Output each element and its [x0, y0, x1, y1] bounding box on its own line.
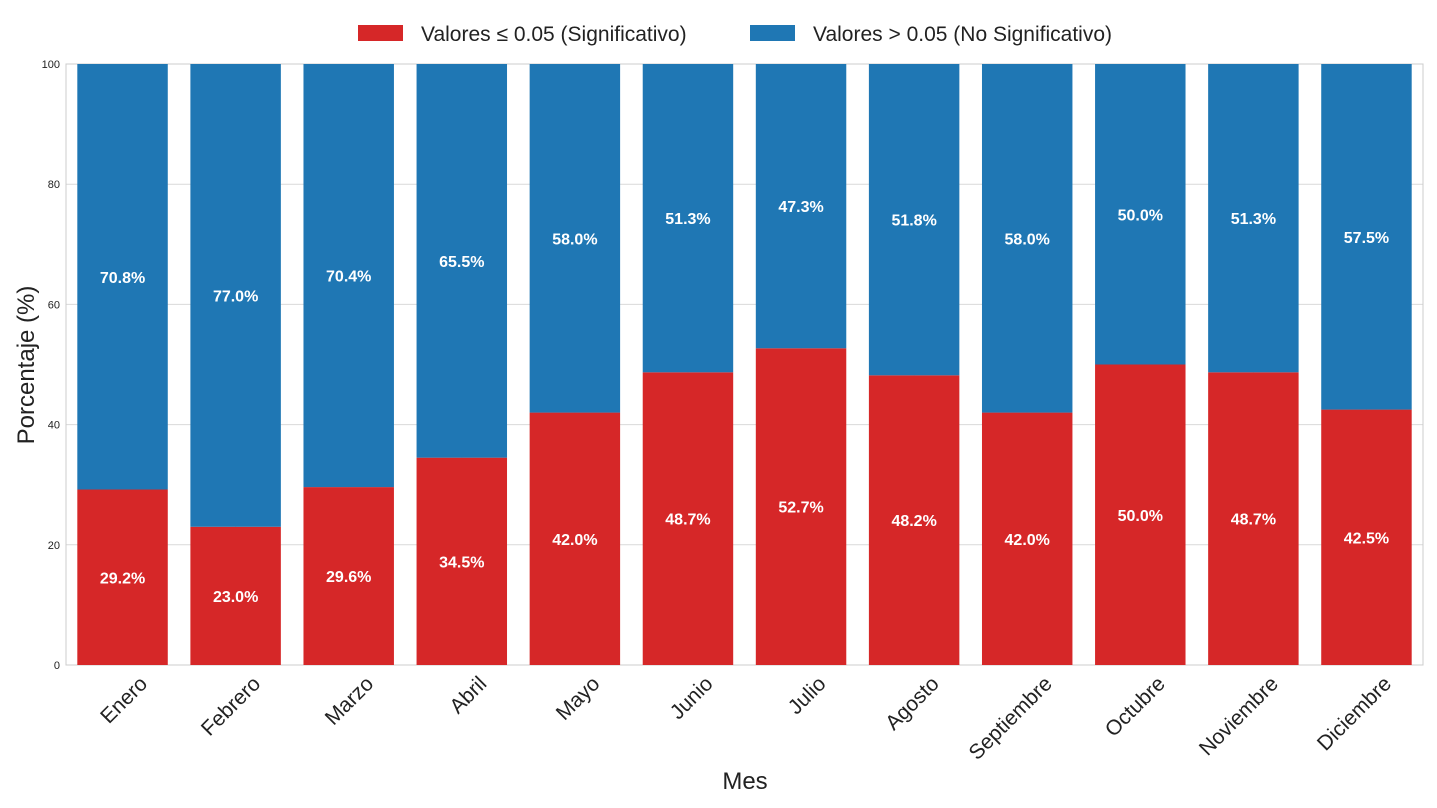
bar-significativo-agosto — [868, 375, 960, 665]
bar-no-significativo-enero — [77, 64, 168, 490]
legend-swatch-no-significativo — [750, 25, 795, 41]
y-tick-label: 40 — [48, 420, 60, 432]
bar-significativo-noviembre — [1208, 372, 1299, 665]
bar-no-significativo-diciembre — [1321, 64, 1412, 410]
bar-value-label: 77.0% — [213, 288, 258, 305]
bar-significativo-junio — [642, 372, 734, 665]
bar-value-label: 42.0% — [552, 532, 597, 549]
bar-no-significativo-julio — [755, 64, 847, 349]
bar-no-significativo-abril — [416, 64, 508, 458]
legend-swatch-significativo — [358, 25, 403, 41]
x-tick-label: Noviembre — [1195, 672, 1283, 760]
y-tick-label: 20 — [48, 540, 60, 552]
bar-significativo-septiembre — [981, 412, 1073, 665]
legend: Valores ≤ 0.05 (Significativo) Valores >… — [358, 23, 1112, 46]
bar-no-significativo-marzo — [303, 64, 394, 488]
x-tick-label: Abril — [445, 672, 491, 718]
bar-significativo-diciembre — [1321, 409, 1412, 665]
x-tick-label: Junio — [666, 672, 718, 724]
bar-value-label: 50.0% — [1118, 508, 1163, 525]
bar-value-label: 51.3% — [1231, 211, 1276, 228]
bar-no-significativo-mayo — [529, 64, 621, 413]
y-axis-ticks: 0 20 40 60 80 100 — [42, 59, 60, 672]
legend-label-significativo: Valores ≤ 0.05 (Significativo) — [421, 23, 687, 46]
bar-value-label: 42.0% — [1005, 532, 1050, 549]
x-tick-label: Enero — [96, 672, 152, 728]
y-tick-label: 60 — [48, 299, 60, 311]
bar-value-label: 70.8% — [100, 270, 145, 287]
y-tick-label: 100 — [42, 59, 60, 71]
bar-value-label: 34.5% — [439, 554, 484, 571]
bar-value-label: 58.0% — [1005, 231, 1050, 248]
x-tick-label: Septiembre — [965, 672, 1057, 764]
bar-value-label: 51.3% — [665, 211, 710, 228]
bar-value-labels: 29.2% 70.8% 23.0% 77.0% 29.6% 70.4% 34.5% 65.5%… — [100, 199, 1389, 606]
bar-no-significativo-septiembre — [981, 64, 1073, 413]
bar-value-label: 42.5% — [1344, 530, 1389, 547]
x-axis-ticks: Enero Febrero Marzo Abril Mayo Junio Julio Agos… — [96, 672, 1396, 764]
x-axis-title: Mes — [722, 768, 767, 795]
x-tick-label: Marzo — [321, 672, 379, 730]
bar-value-label: 70.4% — [326, 269, 371, 286]
bar-value-label: 48.7% — [1231, 512, 1276, 529]
bar-value-label: 57.5% — [1344, 230, 1389, 247]
x-tick-label: Mayo — [552, 672, 605, 725]
bar-value-label: 48.7% — [665, 512, 710, 529]
x-tick-label: Diciembre — [1313, 672, 1396, 755]
legend-label-no-significativo: Valores > 0.05 (No Significativo) — [813, 23, 1112, 46]
bar-value-label: 47.3% — [778, 199, 823, 216]
bar-value-label: 50.0% — [1118, 207, 1163, 224]
bar-significativo-mayo — [529, 412, 621, 665]
bar-significativo-febrero — [190, 526, 281, 665]
bar-value-label: 52.7% — [778, 500, 823, 517]
y-tick-label: 0 — [54, 660, 60, 672]
y-axis-title: Porcentaje (%) — [13, 286, 40, 445]
bar-significativo-julio — [755, 348, 847, 665]
bar-value-label: 29.6% — [326, 569, 371, 586]
plot-area-frame — [65, 63, 1424, 666]
x-tick-label: Octubre — [1101, 672, 1170, 741]
bar-value-label: 58.0% — [552, 231, 597, 248]
bars — [77, 64, 1412, 665]
bar-value-label: 48.2% — [891, 513, 936, 530]
y-tick-label: 80 — [48, 179, 60, 191]
bar-no-significativo-octubre — [1095, 64, 1186, 365]
bar-significativo-octubre — [1095, 364, 1186, 665]
bar-no-significativo-febrero — [190, 64, 281, 527]
bar-no-significativo-agosto — [868, 64, 960, 376]
bar-significativo-marzo — [303, 487, 394, 665]
x-tick-label: Febrero — [197, 672, 265, 740]
x-tick-label: Agosto — [881, 672, 944, 735]
bar-value-label: 29.2% — [100, 570, 145, 587]
bar-no-significativo-noviembre — [1208, 64, 1299, 373]
bar-value-label: 51.8% — [891, 213, 936, 230]
bar-significativo-abril — [416, 457, 508, 665]
bar-value-label: 23.0% — [213, 589, 258, 606]
bar-no-significativo-junio — [642, 64, 734, 373]
bar-significativo-enero — [77, 489, 168, 665]
bar-value-label: 65.5% — [439, 254, 484, 271]
x-tick-label: Julio — [784, 672, 831, 719]
